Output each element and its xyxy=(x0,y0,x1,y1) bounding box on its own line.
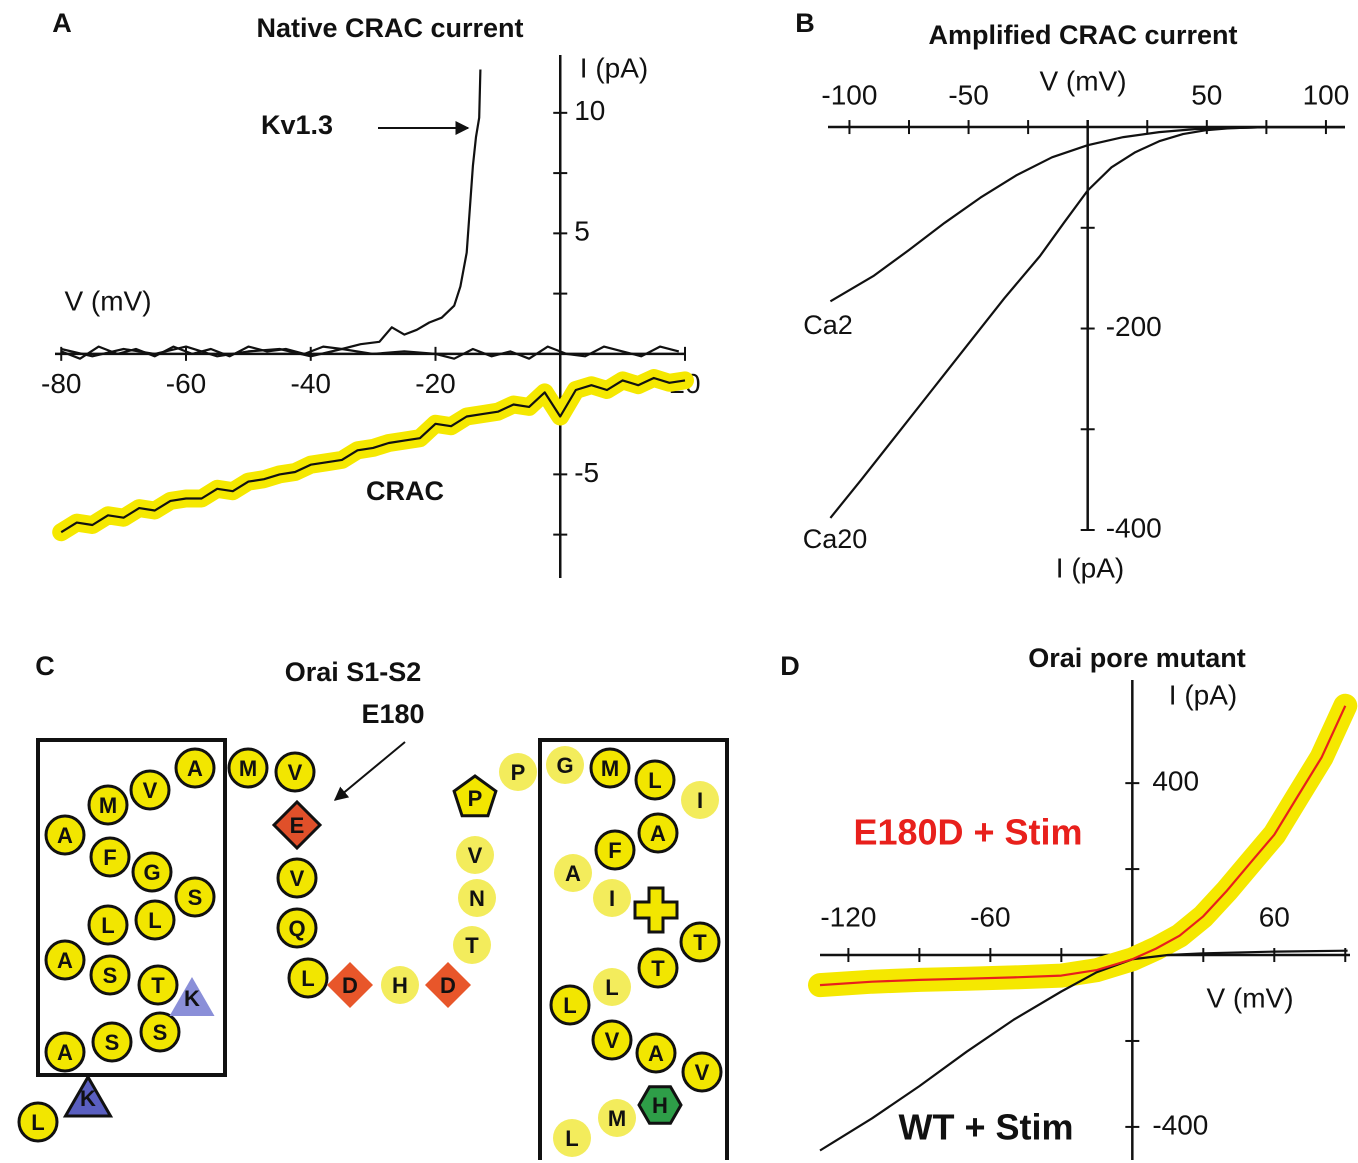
residue-label: K xyxy=(184,986,200,1011)
x-tick-label: -50 xyxy=(948,79,988,110)
cross-symbol xyxy=(635,888,677,932)
residue-label: F xyxy=(608,838,621,863)
residue-label: S xyxy=(188,885,203,910)
series-label: CRAC xyxy=(366,476,444,506)
residue-label: V xyxy=(290,866,305,891)
series-label: E180D + Stim xyxy=(853,812,1082,853)
panel-label: B xyxy=(795,8,815,38)
chart-title: Native CRAC current xyxy=(256,13,523,43)
residue-label: Q xyxy=(288,916,305,941)
residue-label: L xyxy=(101,913,114,938)
residue-label: V xyxy=(468,843,483,868)
residue-label: G xyxy=(143,860,160,885)
residue-label: A xyxy=(57,1040,73,1065)
residue-label: A xyxy=(650,821,666,846)
panel-label: C xyxy=(35,651,55,681)
residue-label: S xyxy=(103,963,118,988)
residue-label: M xyxy=(608,1106,626,1131)
x-tick-label: 60 xyxy=(1259,901,1290,932)
y-tick-label: 400 xyxy=(1152,766,1199,797)
annotation-arrow xyxy=(335,742,405,800)
diagram-title: Orai S1-S2 xyxy=(285,657,422,687)
residue-label: V xyxy=(605,1028,620,1053)
residue-label: K xyxy=(80,1086,96,1111)
y-tick-label: -5 xyxy=(574,457,599,488)
residue-label: V xyxy=(695,1060,710,1085)
y-tick-label: 5 xyxy=(574,216,590,247)
x-tick-label: -80 xyxy=(41,368,81,399)
series-label: Ca2 xyxy=(803,310,853,340)
residue-label: H xyxy=(392,973,408,998)
residue-label: H xyxy=(652,1093,668,1118)
panel-label: D xyxy=(780,651,800,681)
residue-label: A xyxy=(187,756,203,781)
residue-label: T xyxy=(693,930,707,955)
residue-label: L xyxy=(148,908,161,933)
residue-label: P xyxy=(511,760,526,785)
x-tick-label: -100 xyxy=(821,79,877,110)
y-axis-label: I (pA) xyxy=(1169,679,1237,710)
residue-label: L xyxy=(648,768,661,793)
residue-label: I xyxy=(609,886,615,911)
residue-label: S xyxy=(153,1020,168,1045)
residue-label: L xyxy=(563,993,576,1018)
residue-label: V xyxy=(288,760,303,785)
residue-label: F xyxy=(103,845,116,870)
chart-title: Amplified CRAC current xyxy=(928,20,1237,50)
series-label: Kv1.3 xyxy=(261,110,333,140)
y-tick-label: -400 xyxy=(1152,1109,1208,1140)
residue-label: D xyxy=(342,973,358,998)
series-label: WT + Stim xyxy=(898,1107,1073,1148)
residue-label: M xyxy=(601,756,619,781)
residue-label: I xyxy=(697,788,703,813)
residue-label: T xyxy=(465,933,479,958)
residue-label: T xyxy=(651,956,665,981)
residue-label: S xyxy=(105,1030,120,1055)
residue-label: L xyxy=(301,966,314,991)
residue-label: A xyxy=(57,823,73,848)
figure: C Orai S1-S2 E180 -80-60-40-2020-5510ANa… xyxy=(0,0,1358,1163)
residue-label: L xyxy=(31,1110,44,1135)
x-tick-label: -40 xyxy=(291,368,331,399)
y-tick-label: -400 xyxy=(1106,512,1162,543)
residue-label: G xyxy=(556,753,573,778)
panel-label: A xyxy=(52,8,72,38)
residue-label: V xyxy=(143,778,158,803)
chart-title: Orai pore mutant xyxy=(1028,643,1246,673)
residue-label: L xyxy=(565,1126,578,1151)
x-tick-label: -20 xyxy=(415,368,455,399)
x-axis-label: V (mV) xyxy=(1039,65,1126,96)
residue-label: T xyxy=(151,973,165,998)
residue-label: A xyxy=(565,861,581,886)
x-tick-label: -120 xyxy=(820,901,876,932)
x-tick-label: 100 xyxy=(1303,79,1350,110)
residue-label: D xyxy=(440,973,456,998)
y-tick-label: -200 xyxy=(1106,311,1162,342)
y-axis-label: I (pA) xyxy=(580,52,648,83)
residue-label: A xyxy=(57,948,73,973)
residue-label: M xyxy=(239,756,257,781)
residue-label: M xyxy=(99,793,117,818)
residue-label: L xyxy=(605,975,618,1000)
residue-label: E xyxy=(290,813,305,838)
residue-label: A xyxy=(648,1041,664,1066)
highlight-band xyxy=(61,378,685,532)
y-axis-label: I (pA) xyxy=(1056,552,1124,583)
residue-label: P xyxy=(468,786,483,811)
y-tick-label: 10 xyxy=(574,95,605,126)
x-tick-label: -60 xyxy=(166,368,206,399)
x-tick-label: -60 xyxy=(970,901,1010,932)
annotation: E180 xyxy=(361,699,424,729)
x-axis-label: V (mV) xyxy=(64,285,151,316)
residue-label: N xyxy=(469,886,485,911)
x-axis-label: V (mV) xyxy=(1206,982,1293,1013)
x-tick-label: 50 xyxy=(1191,79,1222,110)
series-label: Ca20 xyxy=(803,524,868,554)
